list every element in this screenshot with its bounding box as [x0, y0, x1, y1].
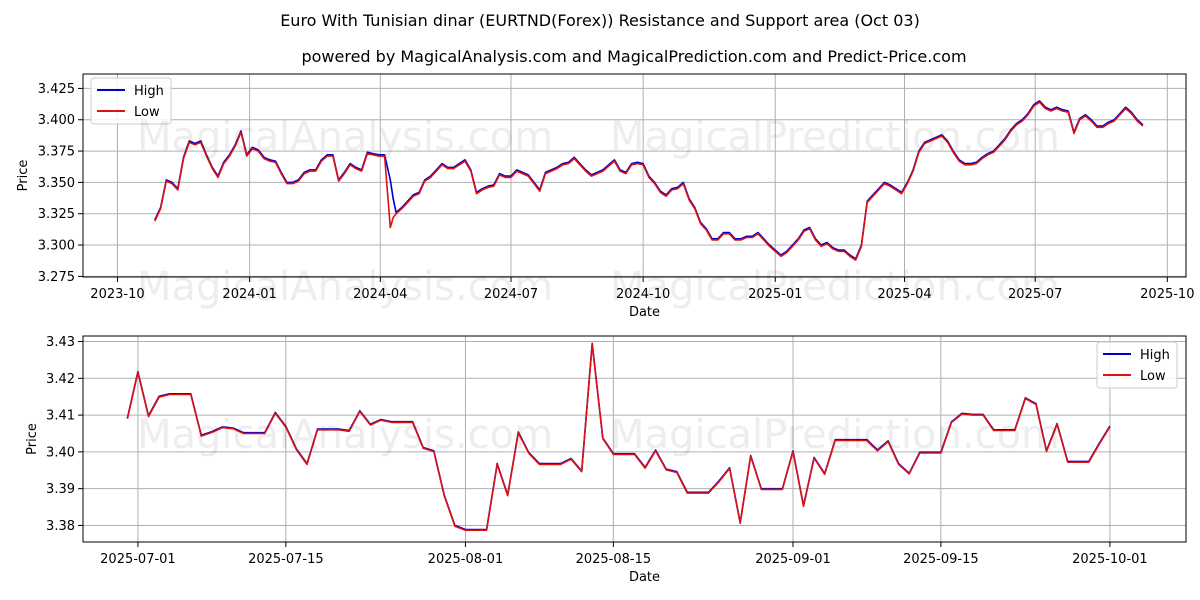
y-tick-label: 3.350	[38, 176, 75, 191]
x-axis-label: Date	[629, 570, 660, 585]
y-tick-label: 3.43	[46, 335, 75, 350]
y-axis-label: Price	[25, 423, 40, 455]
chart-panel-bottom: 2025-07-01 2025-07-15 2025-08-01 2025-08-15…	[25, 335, 1187, 585]
watermark: MagicalPrediction.com	[610, 264, 1060, 310]
legend-label-low: Low	[134, 105, 160, 120]
y-tick-label: 3.39	[46, 482, 75, 497]
x-tick-label: 2024-07	[484, 287, 538, 302]
series-line-low	[126, 343, 1111, 532]
legend-label-low: Low	[1140, 369, 1166, 384]
x-tick-label: 2025-01	[748, 287, 802, 302]
x-tick-label: 2024-10	[616, 287, 670, 302]
x-tick-label: 2025-08-01	[428, 552, 504, 567]
y-tick-label: 3.42	[46, 372, 75, 387]
watermark: MagicalAnalysis.com	[137, 412, 553, 458]
watermark: MagicalAnalysis.com	[137, 114, 553, 160]
x-tick-label: 2023-10	[90, 287, 144, 302]
y-tick-label: 3.325	[38, 207, 75, 222]
x-tick-label: 2025-09-01	[755, 552, 831, 567]
y-tick-label: 3.275	[38, 270, 75, 285]
x-tick-label: 2025-08-15	[576, 552, 652, 567]
x-tick-label: 2025-07-15	[248, 552, 324, 567]
chart-title: Euro With Tunisian dinar (EURTND(Forex))…	[280, 11, 920, 30]
watermark: MagicalPrediction.com	[610, 412, 1060, 458]
x-tick-label: 2025-10-01	[1072, 552, 1148, 567]
watermark: MagicalAnalysis.com	[137, 264, 553, 310]
series-line-low	[154, 101, 1144, 261]
x-tick-label: 2025-10	[1140, 287, 1194, 302]
x-tick-label: 2025-09-15	[903, 552, 979, 567]
legend-label-high: High	[134, 84, 164, 99]
y-tick-label: 3.425	[38, 82, 75, 97]
y-tick-label: 3.375	[38, 145, 75, 160]
y-tick-label: 3.41	[46, 409, 75, 424]
y-tick-label: 3.400	[38, 113, 75, 128]
x-tick-label: 2024-01	[222, 287, 276, 302]
chart-panel-top: 2023-10 2024-01 2024-04 2024-07 2024-10 2025-…	[16, 73, 1194, 320]
legend-label-high: High	[1140, 348, 1170, 363]
legend: High Low	[90, 77, 172, 125]
x-tick-label: 2025-07-01	[100, 552, 176, 567]
y-tick-label: 3.300	[38, 239, 75, 254]
axes-frame	[82, 73, 1187, 278]
axes-frame	[82, 335, 1187, 543]
chart-subtitle: powered by MagicalAnalysis.com and Magic…	[301, 47, 966, 66]
y-tick-label: 3.40	[46, 445, 75, 460]
x-tick-label: 2024-04	[353, 287, 407, 302]
x-axis-label: Date	[629, 305, 660, 320]
legend: High Low	[1096, 341, 1178, 389]
y-tick-label: 3.38	[46, 519, 75, 534]
y-axis-label: Price	[16, 160, 31, 192]
x-tick-label: 2025-07	[1008, 287, 1062, 302]
watermark: MagicalPrediction.com	[610, 114, 1060, 160]
x-tick-label: 2025-04	[877, 287, 931, 302]
